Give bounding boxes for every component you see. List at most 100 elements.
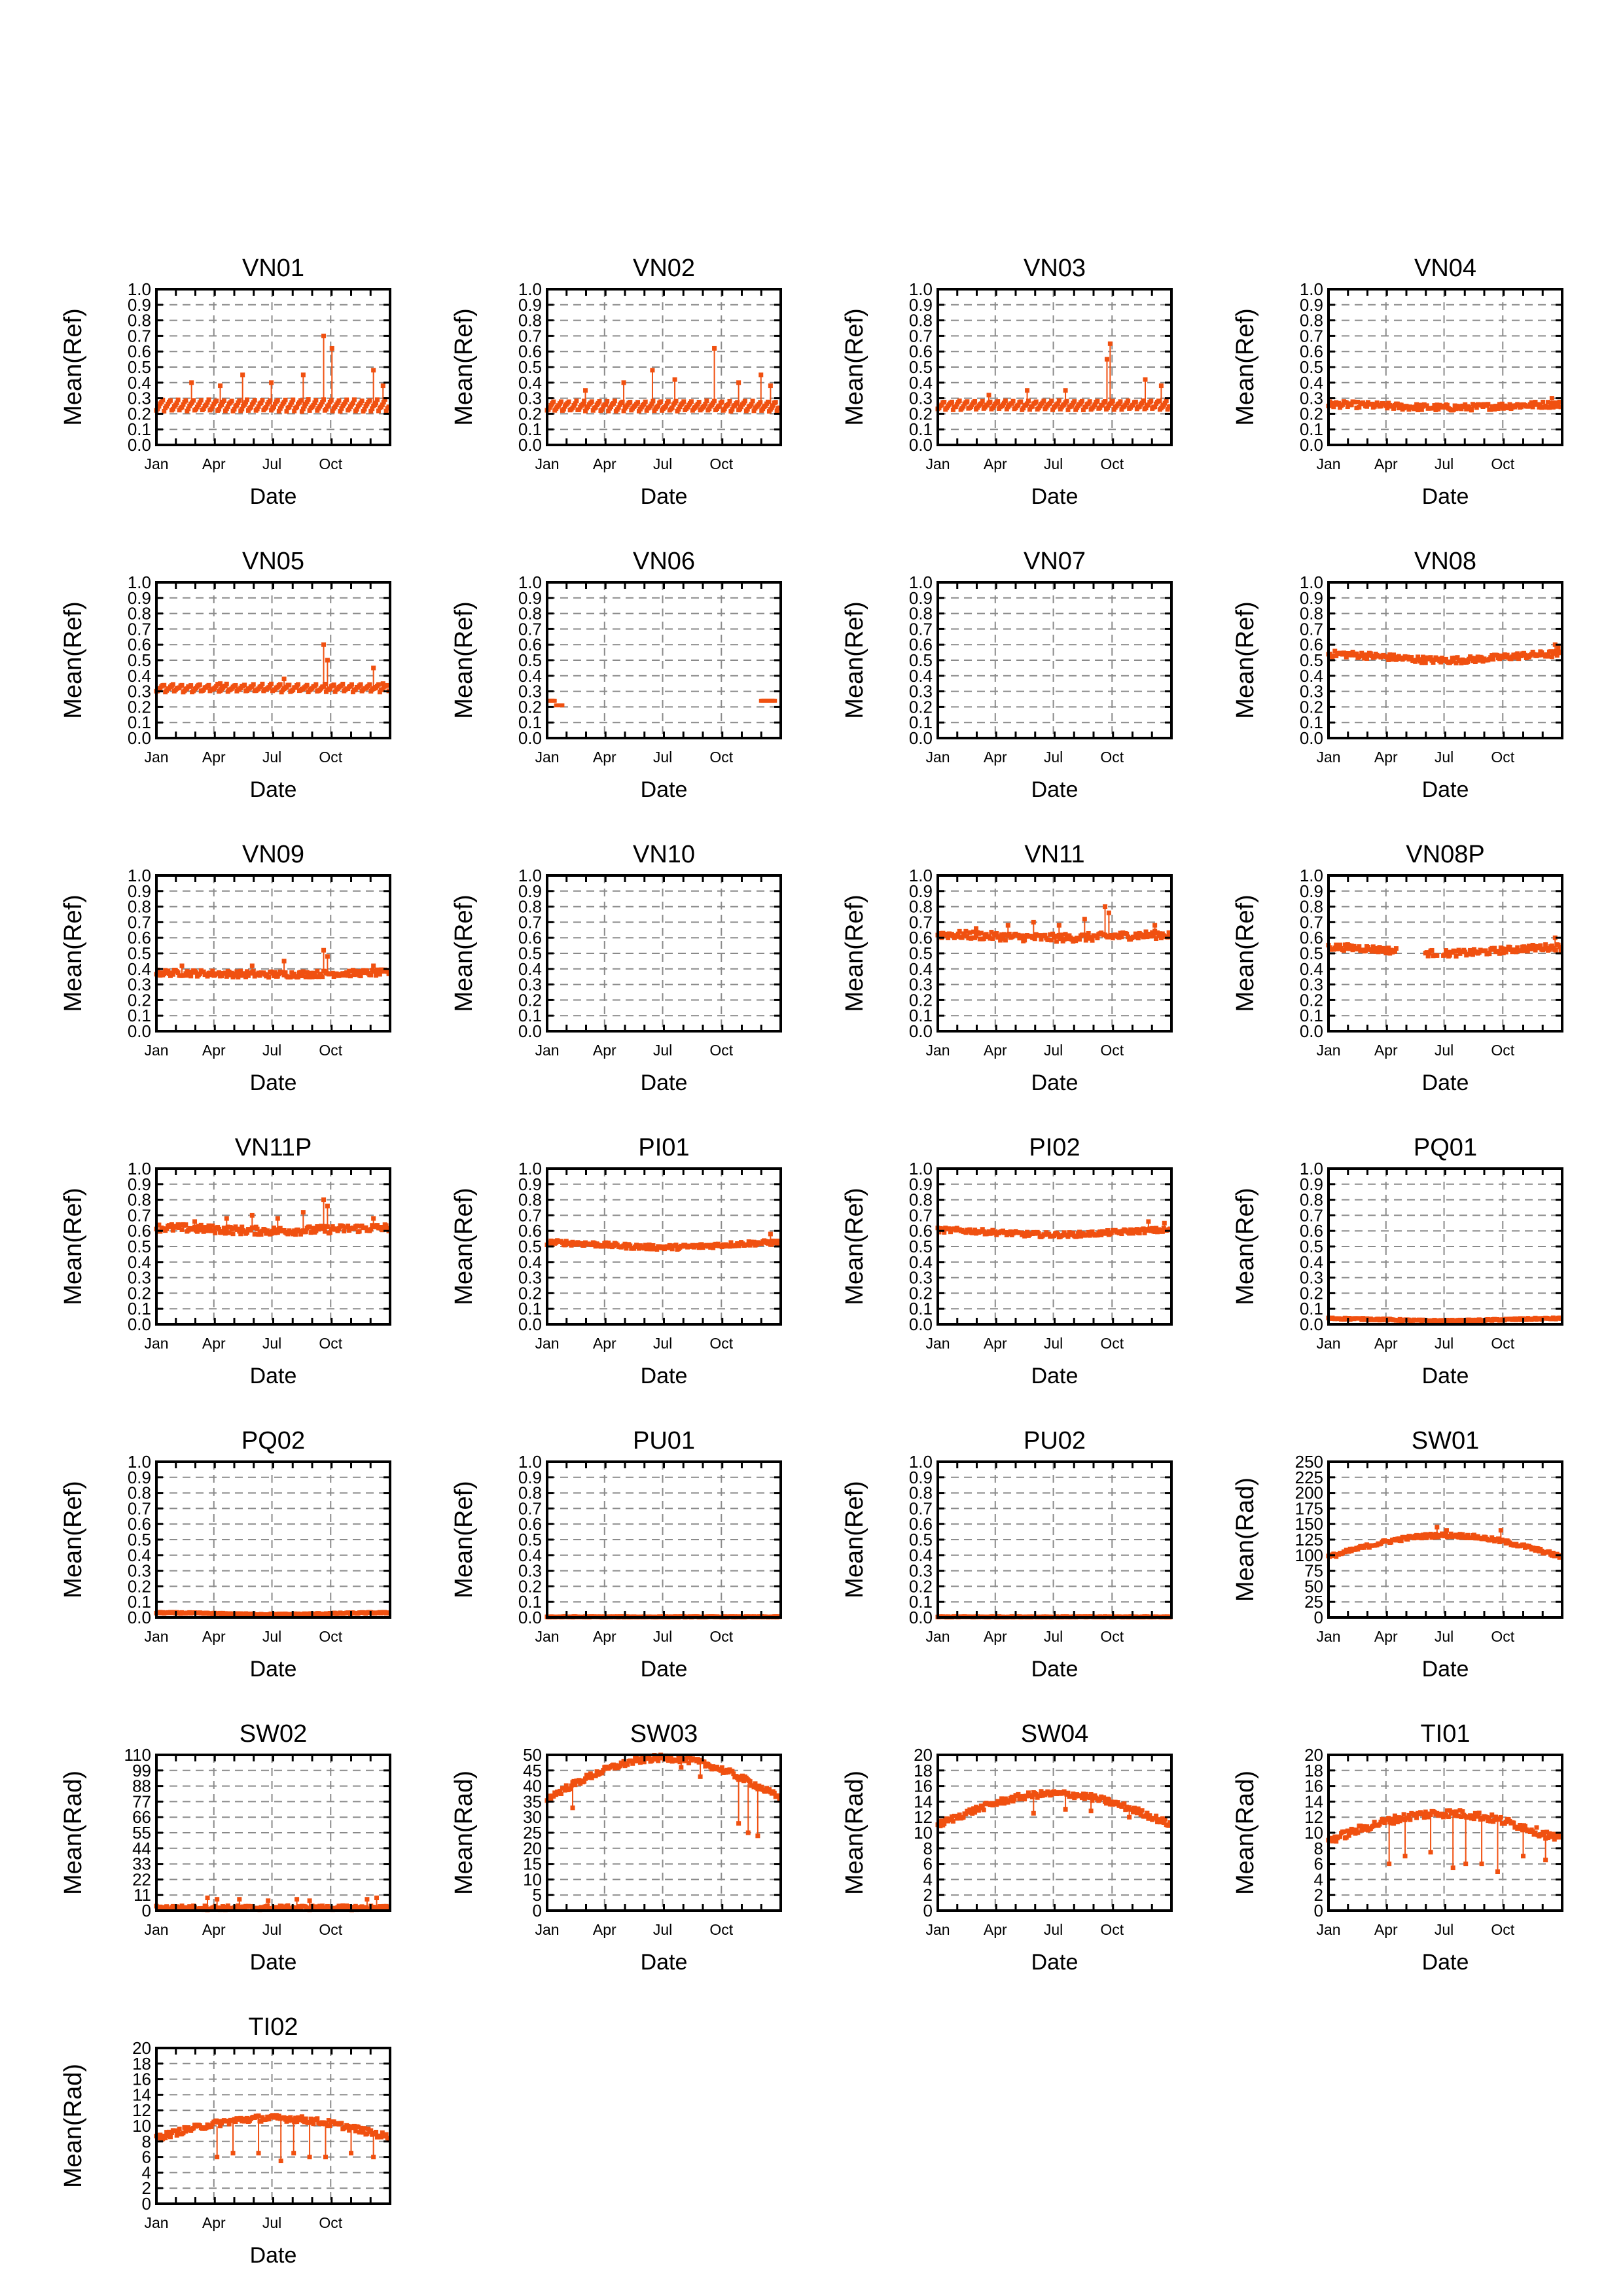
data-point: [221, 1226, 226, 1231]
data-point: [177, 1225, 182, 1230]
data-point: [160, 397, 166, 402]
data-point: [262, 1227, 268, 1233]
y-tick-label: 75: [1304, 1561, 1323, 1581]
data-point: [351, 972, 357, 978]
data-point: [1521, 944, 1526, 949]
x-tick-label: Apr: [1374, 1628, 1398, 1645]
data-point: [325, 1224, 330, 1229]
y-tick-label: 0.7: [128, 619, 151, 639]
data-point: [230, 974, 236, 980]
data-point: [179, 682, 185, 688]
data-point: [1164, 398, 1169, 403]
data-point: [1025, 388, 1030, 393]
x-tick-label: Oct: [1491, 749, 1514, 766]
data-point: [1395, 401, 1400, 406]
data-point: [673, 398, 679, 404]
x-tick-label: Jan: [1316, 749, 1340, 766]
data-point: [257, 1229, 262, 1235]
data-point: [1541, 399, 1546, 404]
x-tick-label: Jan: [535, 749, 559, 766]
y-tick-label: 0.4: [1300, 1252, 1323, 1272]
x-tick-label: Jan: [144, 455, 168, 472]
y-tick-label: 0.4: [128, 1252, 151, 1272]
y-tick-label: 0.1: [518, 713, 542, 732]
data-point: [174, 400, 179, 406]
data-point: [1515, 945, 1520, 950]
y-tick-label: 1.0: [1300, 866, 1323, 885]
data-point: [1454, 406, 1459, 412]
y-tick-label: 0.6: [1300, 635, 1323, 654]
data-point: [303, 1229, 308, 1235]
y-tick-label: 0.1: [518, 1299, 542, 1318]
y-tick-label: 0.4: [1300, 666, 1323, 686]
data-point: [1406, 407, 1412, 412]
data-point: [1055, 401, 1060, 406]
y-tick-label: 0.5: [128, 1530, 151, 1549]
chart-panel-pq01: PQ01 0.00.10.20.30.40.50.60.70.80.91.0 Jan…: [1232, 1134, 1563, 1388]
y-tick-label: 0.3: [909, 975, 933, 995]
data-point: [1444, 1528, 1449, 1533]
data-point: [1056, 932, 1061, 938]
data-point: [164, 1226, 169, 1231]
y-tick-label: 125: [1295, 1530, 1323, 1549]
data-point: [666, 399, 671, 404]
data-point: [181, 402, 186, 407]
x-tick-label: Apr: [1374, 1042, 1398, 1059]
data-point: [942, 1229, 947, 1235]
y-tick-label: 0.0: [1300, 1021, 1323, 1041]
data-point: [766, 1239, 772, 1245]
data-point: [233, 973, 238, 978]
data-point: [215, 681, 221, 686]
y-tick-label: 0.5: [128, 357, 151, 377]
y-axis-label: Mean(Ref): [60, 1481, 87, 1598]
data-point: [205, 1228, 210, 1233]
x-tick-label: Jul: [1435, 749, 1454, 766]
data-point: [1399, 1538, 1404, 1544]
data-point: [188, 683, 194, 688]
y-tick-label: 175: [1295, 1498, 1323, 1518]
data-point: [291, 1231, 296, 1237]
data-point: [274, 1227, 279, 1233]
data-point: [1027, 407, 1032, 412]
data-point: [989, 1231, 994, 1236]
data-point: [765, 399, 770, 404]
data-point: [347, 406, 352, 412]
data-point: [292, 972, 297, 977]
x-tick-label: Jan: [1316, 1042, 1340, 1059]
data-point: [385, 1226, 390, 1231]
data-point: [1489, 653, 1495, 658]
y-tick-label: 0.2: [128, 990, 151, 1010]
y-tick-label: 0.8: [128, 604, 151, 624]
data-point: [330, 970, 335, 976]
data-point: [1497, 402, 1502, 407]
data-point: [658, 399, 664, 404]
y-tick-label: 0.1: [128, 419, 151, 439]
y-tick-label: 0.3: [128, 1561, 151, 1581]
y-tick-label: 0.0: [909, 1021, 933, 1041]
data-point: [289, 400, 294, 405]
data-point: [209, 972, 214, 978]
chart-title: PU02: [1024, 1427, 1086, 1455]
data-point: [197, 1227, 202, 1233]
y-tick-label: 0.0: [909, 435, 933, 455]
data-point: [256, 1232, 261, 1237]
data-point: [1378, 404, 1383, 409]
data-point: [162, 972, 167, 977]
data-point: [1020, 933, 1025, 938]
data-point: [303, 974, 308, 980]
data-point: [747, 1243, 753, 1248]
y-tick-label: 0.8: [518, 897, 542, 917]
data-point: [340, 681, 346, 686]
data-point: [272, 401, 277, 406]
data-point: [989, 930, 994, 935]
data-point: [1488, 407, 1493, 412]
data-point: [1530, 649, 1535, 654]
data-point: [622, 1241, 628, 1246]
y-tick-label: 0.3: [518, 389, 542, 408]
data-point: [269, 380, 274, 385]
data-point: [1549, 654, 1554, 660]
data-point: [251, 682, 256, 687]
data-point: [1533, 947, 1538, 953]
data-point: [986, 393, 991, 398]
data-point: [558, 399, 563, 404]
